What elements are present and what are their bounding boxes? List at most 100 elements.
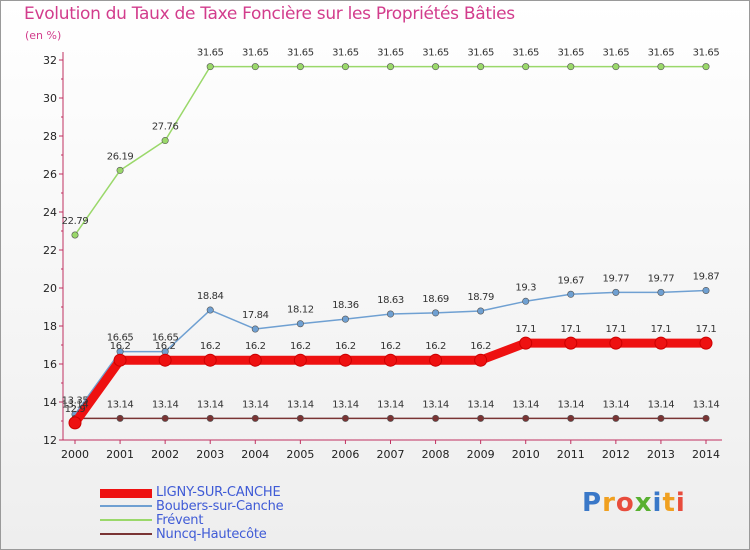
- data-point: [657, 63, 665, 71]
- data-point: [68, 416, 82, 430]
- data-label: 16.2: [290, 341, 311, 352]
- x-tick-label: 2005: [286, 448, 314, 461]
- data-point: [567, 63, 575, 71]
- data-point: [477, 63, 485, 71]
- data-point: [612, 414, 620, 422]
- data-label: 31.65: [648, 48, 675, 59]
- x-tick-label: 2004: [241, 448, 269, 461]
- data-label: 18.69: [422, 294, 449, 305]
- data-point: [522, 414, 530, 422]
- legend-swatch-boubers: [100, 505, 152, 507]
- data-point: [519, 336, 533, 350]
- y-tick-label: 22: [43, 244, 57, 257]
- data-label: 13.14: [603, 399, 630, 410]
- x-tick-label: 2013: [647, 448, 675, 461]
- data-label: 16.2: [470, 341, 491, 352]
- data-point: [161, 137, 169, 145]
- data-point: [702, 414, 710, 422]
- data-label: 16.2: [425, 341, 446, 352]
- data-point: [699, 336, 713, 350]
- data-label: 17.1: [651, 324, 672, 335]
- data-label: 13.14: [107, 399, 134, 410]
- data-label: 18.79: [467, 292, 494, 303]
- data-label: 16.2: [110, 341, 131, 352]
- data-label: 16.2: [245, 341, 266, 352]
- data-point: [477, 307, 485, 315]
- data-label: 19.67: [557, 275, 584, 286]
- data-point: [384, 353, 397, 367]
- data-point: [296, 320, 304, 328]
- data-label: 16.65: [107, 333, 134, 344]
- data-point: [657, 288, 665, 296]
- data-point: [702, 286, 710, 294]
- data-point: [654, 336, 668, 350]
- data-point: [429, 353, 443, 367]
- series-line-2: [74, 65, 707, 236]
- data-label: 31.65: [242, 48, 269, 59]
- data-label: 18.36: [332, 300, 359, 311]
- data-label: 13.14: [648, 399, 675, 410]
- legend-swatch-frevent: [100, 519, 152, 521]
- data-point: [206, 306, 214, 314]
- x-tick-label: 2011: [557, 448, 585, 461]
- data-label: 31.65: [422, 48, 449, 59]
- logo-letter: o: [615, 488, 635, 518]
- data-point: [386, 63, 394, 71]
- data-label: 31.65: [332, 48, 359, 59]
- data-label: 16.2: [200, 341, 221, 352]
- data-label: 13.14: [377, 399, 404, 410]
- series-line-1: [74, 289, 707, 416]
- x-tick-label: 2000: [61, 448, 89, 461]
- data-point: [338, 353, 352, 367]
- x-tick-label: 2001: [106, 448, 134, 461]
- legend-label: Frévent: [156, 513, 204, 528]
- y-tick-label: 12: [43, 434, 57, 447]
- legend-label: Nuncq-Hautecôte: [156, 527, 267, 542]
- data-point: [432, 414, 440, 422]
- data-label: 31.65: [467, 48, 494, 59]
- data-point: [567, 414, 575, 422]
- legend-swatch-ligny: [100, 489, 152, 498]
- data-point: [206, 414, 214, 422]
- data-label: 31.65: [693, 48, 720, 59]
- data-label: 31.65: [603, 48, 630, 59]
- data-label: 31.65: [197, 48, 224, 59]
- y-tick-label: 20: [43, 282, 57, 295]
- data-point: [116, 166, 124, 174]
- data-label: 13.14: [693, 399, 720, 410]
- x-tick-label: 2002: [151, 448, 179, 461]
- x-tick-label: 2009: [467, 448, 495, 461]
- data-point: [251, 325, 259, 333]
- data-label: 26.19: [107, 151, 134, 162]
- data-label: 13.14: [422, 399, 449, 410]
- data-label: 17.1: [560, 324, 581, 335]
- y-tick-label: 28: [43, 130, 57, 143]
- data-point: [564, 336, 578, 350]
- x-tick-label: 2007: [377, 448, 405, 461]
- legend-label: Boubers-sur-Canche: [156, 499, 284, 514]
- data-label: 17.1: [515, 324, 536, 335]
- data-point: [251, 414, 259, 422]
- data-label: 19.77: [648, 273, 675, 284]
- data-label: 13.14: [512, 399, 539, 410]
- data-label: 19.77: [603, 273, 630, 284]
- data-label: 17.1: [606, 324, 627, 335]
- chart-title: Evolution du Taux de Taxe Foncière sur l…: [24, 4, 515, 24]
- data-label: 18.12: [287, 305, 314, 316]
- data-label: 31.65: [377, 48, 404, 59]
- data-point: [702, 63, 710, 71]
- data-point: [341, 414, 349, 422]
- legend-swatch-nuncq: [100, 533, 152, 535]
- y-tick-label: 14: [43, 396, 57, 409]
- logo-letter: t: [662, 488, 676, 518]
- x-tick-label: 2003: [196, 448, 224, 461]
- data-label: 13.14: [287, 399, 314, 410]
- logo-letter: i: [675, 488, 686, 518]
- data-label: 13.14: [197, 399, 224, 410]
- logo-letter: P: [582, 488, 603, 518]
- data-point: [293, 353, 307, 367]
- data-point: [248, 353, 262, 367]
- data-point: [386, 414, 394, 422]
- proxiti-logo: Proxiti: [582, 488, 686, 518]
